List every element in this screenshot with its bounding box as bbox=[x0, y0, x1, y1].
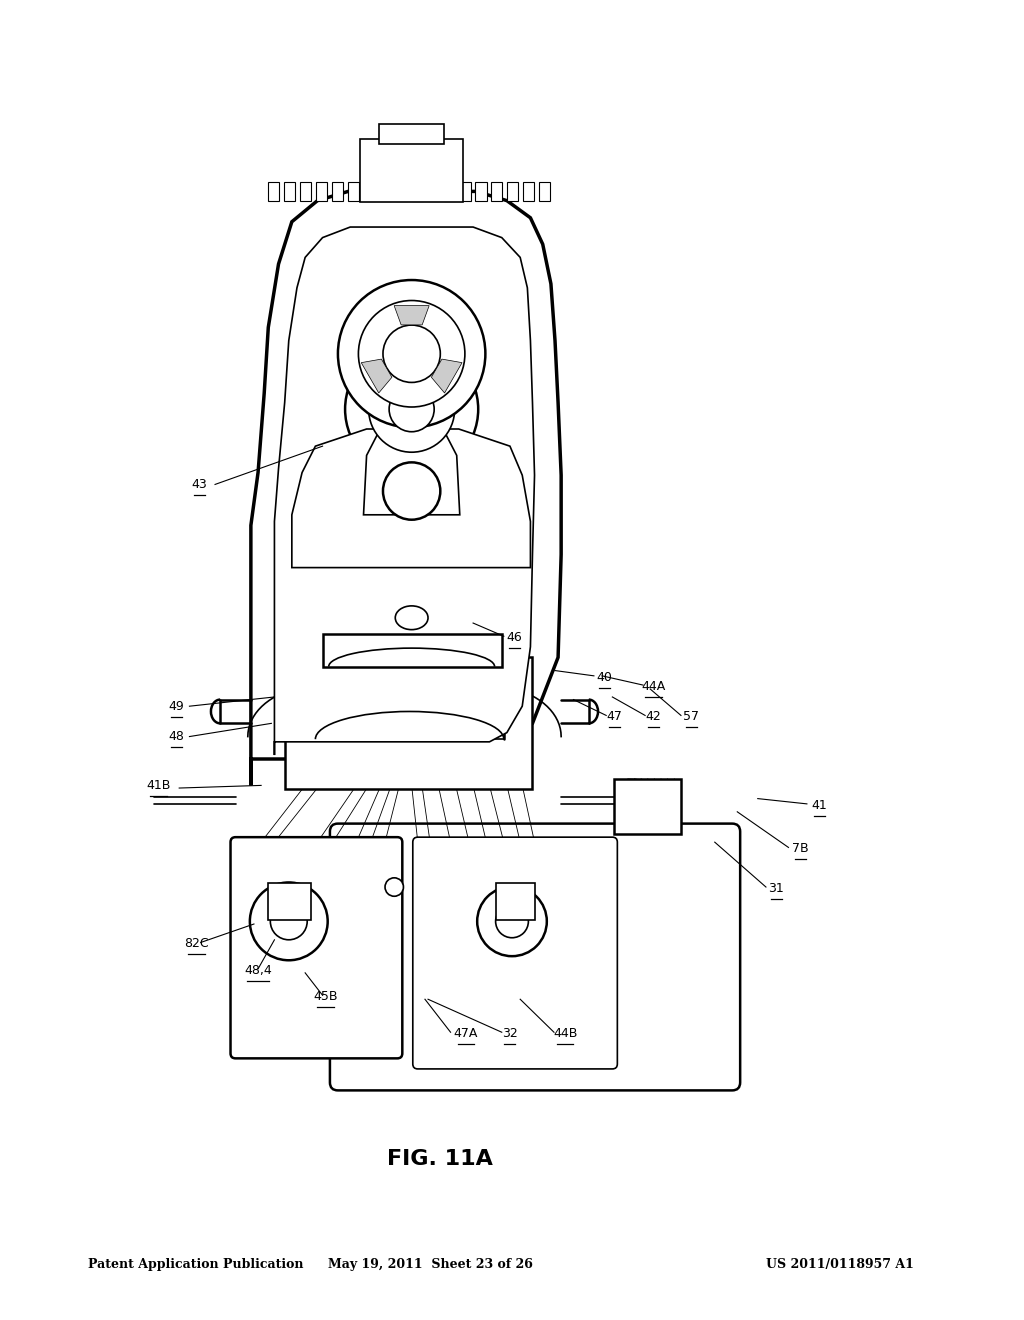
Text: 44A: 44A bbox=[641, 680, 666, 693]
Bar bbox=[412, 182, 423, 201]
Bar bbox=[300, 182, 311, 201]
Bar bbox=[379, 124, 444, 144]
Bar bbox=[395, 182, 407, 201]
Bar bbox=[496, 883, 535, 920]
Bar bbox=[507, 182, 518, 201]
Bar bbox=[380, 182, 391, 201]
Bar bbox=[443, 182, 455, 201]
Polygon shape bbox=[364, 422, 460, 515]
Text: FIG. 11A: FIG. 11A bbox=[387, 1148, 494, 1170]
Circle shape bbox=[369, 366, 455, 453]
FancyBboxPatch shape bbox=[330, 824, 740, 1090]
Bar bbox=[268, 883, 311, 920]
Text: 42: 42 bbox=[645, 710, 662, 723]
Circle shape bbox=[385, 878, 403, 896]
FancyBboxPatch shape bbox=[413, 837, 617, 1069]
Bar bbox=[316, 182, 328, 201]
Text: Patent Application Publication: Patent Application Publication bbox=[88, 1258, 303, 1271]
Bar bbox=[268, 182, 280, 201]
Circle shape bbox=[270, 903, 307, 940]
Text: 48,4: 48,4 bbox=[244, 964, 272, 977]
Bar bbox=[323, 634, 502, 667]
Bar bbox=[523, 182, 535, 201]
Text: May 19, 2011  Sheet 23 of 26: May 19, 2011 Sheet 23 of 26 bbox=[328, 1258, 532, 1271]
Text: 7B: 7B bbox=[793, 842, 809, 855]
Text: 41B: 41B bbox=[146, 779, 171, 792]
Bar bbox=[492, 182, 503, 201]
Text: 47: 47 bbox=[606, 710, 623, 723]
Circle shape bbox=[383, 325, 440, 383]
Text: 48: 48 bbox=[168, 730, 184, 743]
Bar bbox=[360, 139, 463, 202]
Bar bbox=[428, 182, 438, 201]
Circle shape bbox=[358, 301, 465, 407]
Text: 32: 32 bbox=[502, 1027, 518, 1040]
Polygon shape bbox=[292, 429, 530, 568]
Circle shape bbox=[496, 906, 528, 937]
Text: 45B: 45B bbox=[313, 990, 338, 1003]
Bar bbox=[460, 182, 471, 201]
Text: 49: 49 bbox=[168, 700, 184, 713]
Polygon shape bbox=[361, 359, 392, 393]
Text: 46: 46 bbox=[506, 631, 522, 644]
Text: 31: 31 bbox=[768, 882, 784, 895]
Text: 82C: 82C bbox=[184, 937, 209, 950]
Bar bbox=[364, 182, 375, 201]
Circle shape bbox=[250, 883, 328, 960]
Circle shape bbox=[383, 462, 440, 520]
Text: 41: 41 bbox=[811, 799, 827, 812]
Bar bbox=[475, 182, 486, 201]
FancyBboxPatch shape bbox=[230, 837, 402, 1059]
Circle shape bbox=[345, 343, 478, 475]
Text: 44B: 44B bbox=[553, 1027, 578, 1040]
Text: US 2011/0118957 A1: US 2011/0118957 A1 bbox=[766, 1258, 913, 1271]
Polygon shape bbox=[431, 359, 462, 393]
Bar bbox=[285, 182, 295, 201]
Circle shape bbox=[389, 387, 434, 432]
Text: 40: 40 bbox=[596, 671, 612, 684]
Polygon shape bbox=[274, 227, 535, 755]
Polygon shape bbox=[251, 191, 561, 785]
Text: 47A: 47A bbox=[454, 1027, 478, 1040]
Text: 57: 57 bbox=[683, 710, 699, 723]
Bar bbox=[285, 657, 532, 789]
Bar bbox=[332, 182, 343, 201]
Bar bbox=[614, 779, 681, 834]
Text: 43: 43 bbox=[191, 478, 208, 491]
Circle shape bbox=[477, 887, 547, 956]
Bar bbox=[348, 182, 359, 201]
Bar bbox=[539, 182, 550, 201]
Circle shape bbox=[338, 280, 485, 428]
Polygon shape bbox=[394, 306, 429, 325]
